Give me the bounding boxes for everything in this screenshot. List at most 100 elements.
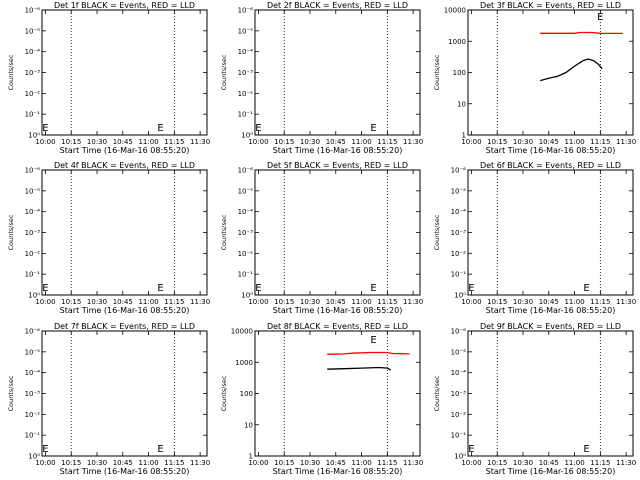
x-tick-label: 10:30 xyxy=(87,298,107,306)
panel-1: Det 1f BLACK = Events, RED = LLD 10:00 10:… xyxy=(7,1,210,155)
x-tick-label: 11:30 xyxy=(403,298,423,306)
x-tick-label: 10:45 xyxy=(326,138,346,146)
y-tick-label: 10⁻³ xyxy=(238,229,254,237)
plot-frame xyxy=(254,169,421,296)
x-tick-label: 11:15 xyxy=(164,138,184,146)
x-tick-label: 11:30 xyxy=(616,459,636,467)
y-tick-label: 10⁻⁶ xyxy=(25,328,41,336)
chart-title: Det 6f BLACK = Events, RED = LLD xyxy=(480,161,621,170)
chart-title: Det 1f BLACK = Events, RED = LLD xyxy=(54,1,195,10)
y-tick-label: 10⁻¹ xyxy=(25,111,41,119)
y-tick-label: 10 xyxy=(244,421,253,429)
y-tick-label: 10⁰ xyxy=(454,453,466,461)
y-tick-label: 10⁻¹ xyxy=(451,271,467,279)
x-axis-label: Start Time (16-Mar-16 08:55:20) xyxy=(486,146,616,155)
x-tick-label: 11:30 xyxy=(616,138,636,146)
chart-title: Det 4f BLACK = Events, RED = LLD xyxy=(54,161,195,170)
y-tick-label: 10⁻⁴ xyxy=(451,369,467,377)
y-tick-label: 1000 xyxy=(235,359,253,367)
panel-7: Det 7f BLACK = Events, RED = LLD 10:00 10:… xyxy=(7,322,210,476)
y-tick-label: 10⁻² xyxy=(25,411,41,419)
x-tick-label: 11:15 xyxy=(590,138,610,146)
x-tick-label: 10:15 xyxy=(61,459,81,467)
x-tick-label: 11:30 xyxy=(403,459,423,467)
y-tick-label: 10⁻⁴ xyxy=(25,208,41,216)
x-axis-label: Start Time (16-Mar-16 08:55:20) xyxy=(60,467,190,476)
plot-frame xyxy=(467,169,634,296)
y-tick-label: 10000 xyxy=(231,328,253,336)
x-tick-label: 11:00 xyxy=(351,459,371,467)
x-tick-label: 10:00 xyxy=(248,138,268,146)
x-tick-label: 11:00 xyxy=(564,298,584,306)
y-tick-label: 10⁻⁴ xyxy=(451,208,467,216)
event-marker: E xyxy=(42,123,48,134)
x-tick-label: 10:45 xyxy=(113,138,133,146)
x-tick-label: 10:15 xyxy=(274,298,294,306)
plot-frame xyxy=(467,330,634,457)
panel-9: Det 9f BLACK = Events, RED = LLD 10:00 10:… xyxy=(433,322,636,476)
y-tick-label: 10000 xyxy=(444,7,466,15)
y-axis-label: Counts/sec xyxy=(7,375,15,411)
y-axis-label: Counts/sec xyxy=(220,214,228,250)
event-marker: E xyxy=(157,123,163,134)
x-tick-label: 11:15 xyxy=(164,459,184,467)
y-tick-label: 10⁻⁶ xyxy=(238,7,254,15)
x-tick-label: 10:45 xyxy=(539,298,559,306)
event-marker: E xyxy=(42,283,48,294)
y-tick-label: 10⁻³ xyxy=(238,69,254,77)
event-marker: E xyxy=(583,283,589,294)
x-axis-label: Start Time (16-Mar-16 08:55:20) xyxy=(486,467,616,476)
chart-title: Det 5f BLACK = Events, RED = LLD xyxy=(267,161,408,170)
x-tick-label: 10:30 xyxy=(300,138,320,146)
series-line xyxy=(327,351,410,355)
y-axis-label: Counts/sec xyxy=(220,375,228,411)
event-marker: E xyxy=(468,283,474,294)
y-tick-label: 10⁻⁵ xyxy=(238,27,254,35)
x-tick-label: 11:00 xyxy=(564,459,584,467)
y-tick-label: 10⁻⁵ xyxy=(451,348,467,356)
y-tick-label: 10⁻⁶ xyxy=(25,7,41,15)
y-tick-label: 10⁻² xyxy=(25,250,41,258)
x-tick-label: 11:15 xyxy=(164,298,184,306)
plot-frame xyxy=(254,9,421,136)
panel-4: Det 4f BLACK = Events, RED = LLD 10:00 10:… xyxy=(7,161,210,315)
event-marker: E xyxy=(468,444,474,455)
x-tick-label: 10:30 xyxy=(513,298,533,306)
x-tick-label: 11:00 xyxy=(351,138,371,146)
event-marker: E xyxy=(157,283,163,294)
plot-frame xyxy=(41,169,208,296)
x-axis-label: Start Time (16-Mar-16 08:55:20) xyxy=(486,306,616,315)
y-tick-label: 10⁻⁶ xyxy=(25,167,41,175)
event-marker: E xyxy=(42,444,48,455)
x-tick-label: 11:00 xyxy=(138,459,158,467)
x-axis-label: Start Time (16-Mar-16 08:55:20) xyxy=(60,306,190,315)
series-line xyxy=(327,366,392,371)
x-axis-label: Start Time (16-Mar-16 08:55:20) xyxy=(273,146,403,155)
y-tick-label: 10⁻² xyxy=(238,250,254,258)
y-tick-label: 10⁻⁵ xyxy=(238,187,254,195)
y-tick-label: 10⁻¹ xyxy=(25,271,41,279)
x-tick-label: 10:30 xyxy=(513,138,533,146)
x-tick-label: 10:00 xyxy=(461,138,481,146)
series-line xyxy=(540,58,603,82)
x-tick-label: 11:30 xyxy=(190,459,210,467)
panel-3: Det 3f BLACK = Events, RED = LLD 10:00 10:… xyxy=(433,1,636,155)
x-axis-label: Start Time (16-Mar-16 08:55:20) xyxy=(273,306,403,315)
event-marker: E xyxy=(583,444,589,455)
panel-2: Det 2f BLACK = Events, RED = LLD 10:00 10:… xyxy=(220,1,423,155)
event-marker: E xyxy=(370,335,376,346)
y-tick-label: 10⁻² xyxy=(451,411,467,419)
y-tick-label: 100 xyxy=(453,69,466,77)
y-tick-label: 10⁰ xyxy=(454,292,466,300)
x-tick-label: 11:15 xyxy=(377,298,397,306)
y-tick-label: 10⁻⁵ xyxy=(25,187,41,195)
x-tick-label: 10:00 xyxy=(35,298,55,306)
x-tick-label: 10:30 xyxy=(87,459,107,467)
x-tick-label: 11:15 xyxy=(590,298,610,306)
y-tick-label: 10⁻⁶ xyxy=(451,328,467,336)
x-tick-label: 11:00 xyxy=(138,298,158,306)
x-tick-label: 11:30 xyxy=(190,298,210,306)
event-marker: E xyxy=(370,283,376,294)
chart-title: Det 2f BLACK = Events, RED = LLD xyxy=(267,1,408,10)
x-tick-label: 10:15 xyxy=(61,138,81,146)
